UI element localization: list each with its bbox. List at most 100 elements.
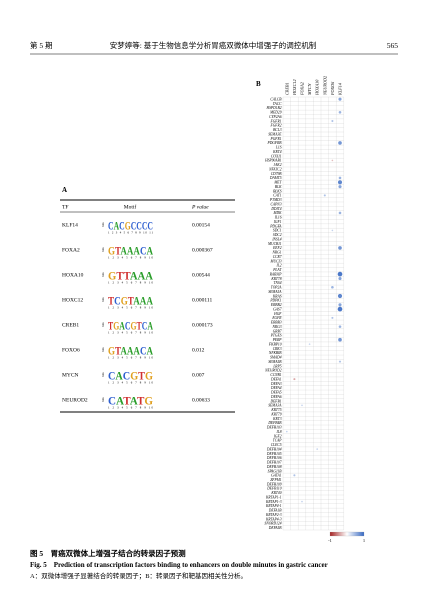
gene-label: CCNB1 — [270, 373, 281, 377]
heat-cell — [338, 141, 342, 145]
gene-label: KRTAP4-1 — [265, 504, 282, 508]
gene-label: SEMA5B — [268, 360, 282, 364]
gene-label: DAMT5 — [269, 176, 282, 180]
motif-positions: 1 2 3 4 5 6 7 8 9 10 — [108, 331, 154, 335]
motif-logo: CACGCCCC — [108, 219, 153, 233]
gene-label: DEFB107 — [266, 461, 282, 465]
gene-label: PGFR1 — [270, 137, 282, 141]
gene-label: KRT3 — [272, 417, 282, 421]
heat-cell — [338, 337, 342, 342]
gene-label: KRTAP4-3 — [265, 517, 282, 521]
column-label: NEUROD2 — [322, 76, 327, 96]
gene-label: SPAG11B — [268, 469, 283, 473]
gene-label: DEFB109 — [266, 482, 282, 486]
motif-positions: 1 2 3 4 5 6 7 8 9 10 — [108, 256, 154, 260]
gene-label: CALCB — [270, 97, 282, 101]
gene-label: CD79B — [271, 172, 283, 176]
tf-name: FOXA2 — [62, 248, 80, 254]
gene-label: JAK2 — [274, 163, 282, 167]
column-label: HOXA10 — [315, 79, 320, 96]
tf-name: CREB1 — [62, 323, 79, 329]
motif-positions: 1 2 3 4 5 6 7 8 9 10 — [108, 381, 154, 385]
gene-label: ERBB2 — [270, 303, 282, 307]
heat-cell — [338, 185, 342, 189]
tf-name: HOXC12 — [62, 298, 83, 304]
gene-label: EGFR — [271, 316, 282, 320]
gene-label: DEFA6 — [270, 395, 282, 399]
gene-label: CAPN3 — [271, 202, 282, 206]
gene-label: CCR7 — [273, 255, 282, 259]
heat-cell — [338, 276, 342, 281]
gene-label: PDPK1 — [269, 299, 281, 303]
gene-label: BCL3 — [273, 128, 282, 132]
p-value: 0.007 — [192, 373, 205, 379]
panel-b-label: B — [256, 80, 261, 88]
gene-label: TCAP — [273, 439, 283, 443]
motif-logo: GTTAAA — [108, 269, 153, 283]
heat-cell — [338, 325, 342, 328]
motif-axis: bits — [101, 247, 105, 252]
motif-positions: 1 2 3 4 5 6 7 8 9 10 — [108, 281, 154, 285]
gene-label: GATA1 — [271, 474, 282, 478]
gene-label: KRTAP1-1 — [265, 495, 282, 499]
column-label: FOXO6 — [330, 81, 335, 96]
gene-label: BLK — [275, 185, 282, 189]
gene-label: CAT1 — [273, 194, 281, 198]
gene-label: CLEC5 — [271, 443, 282, 447]
p-value: 0.000173 — [192, 323, 213, 329]
heat-cell — [331, 159, 334, 162]
p-value: 0.00154 — [192, 223, 210, 229]
heat-cell — [338, 211, 342, 215]
gene-label: FGFR2 — [270, 124, 282, 128]
gene-label: KRTAP2-3 — [265, 513, 282, 517]
gene-label: HSPD1B2 — [266, 106, 282, 110]
tf-name: MYCN — [62, 373, 79, 379]
gene-label: SMAD4 — [270, 356, 282, 360]
gene-label: GAS7 — [273, 307, 282, 311]
heat-cell — [293, 378, 296, 381]
p-value: 0.00544 — [192, 273, 210, 279]
gene-label: TNS4 — [274, 281, 282, 285]
gene-label: DEFB4B — [267, 421, 282, 425]
gene-label: FKBP10 — [268, 342, 282, 346]
gene-label: DEFA5B — [268, 526, 283, 530]
table-header: TF — [62, 205, 68, 211]
motif-axis: bits — [101, 322, 105, 327]
gene-label: DEFB108 — [266, 465, 282, 469]
heat-cell — [338, 246, 342, 250]
p-value: 0.000111 — [192, 298, 212, 304]
motif-positions: 1 2 3 4 5 6 7 8 9 10 — [108, 306, 154, 310]
gene-label: MUCB11 — [267, 242, 282, 246]
heat-cell — [337, 180, 343, 185]
gene-label: INSL4 — [271, 237, 281, 241]
gene-label: IGF1 — [273, 220, 282, 224]
heat-cell — [301, 500, 303, 503]
heat-cell — [286, 430, 288, 433]
gene-label: SDC2 — [273, 233, 282, 237]
running-title: 安梦婷等: 基于生物信息学分析胃癌双微体中增强子的调控机制 — [110, 40, 316, 50]
gene-label: KRT78 — [270, 277, 281, 281]
heat-cell — [331, 229, 334, 232]
heat-cell — [338, 97, 342, 101]
gene-label: HGF — [273, 312, 282, 316]
gene-label: SNORD124 — [265, 522, 282, 526]
p-value: 0.000367 — [192, 248, 213, 254]
heat-cell — [293, 474, 296, 477]
gene-label: MET — [273, 181, 282, 185]
motif-axis: bits — [101, 222, 105, 227]
gene-label: PLAT — [272, 268, 282, 272]
heat-cell — [338, 111, 342, 114]
motif-logo: CACGTG — [108, 369, 153, 383]
gene-label: KRT75 — [270, 408, 281, 412]
heat-cell — [338, 303, 342, 307]
gene-label: NRG1 — [272, 251, 282, 255]
motif-logo: GTAAACA — [108, 244, 153, 258]
gene-label: MDK — [273, 211, 283, 215]
gene-label: PTMD3 — [269, 198, 282, 202]
gene-label: DEFB106 — [266, 456, 282, 460]
heat-cell — [338, 360, 342, 363]
gene-label: KRT79 — [270, 412, 281, 416]
gene-label: DDIT4 — [270, 207, 281, 211]
gene-label: L1S — [275, 146, 282, 150]
